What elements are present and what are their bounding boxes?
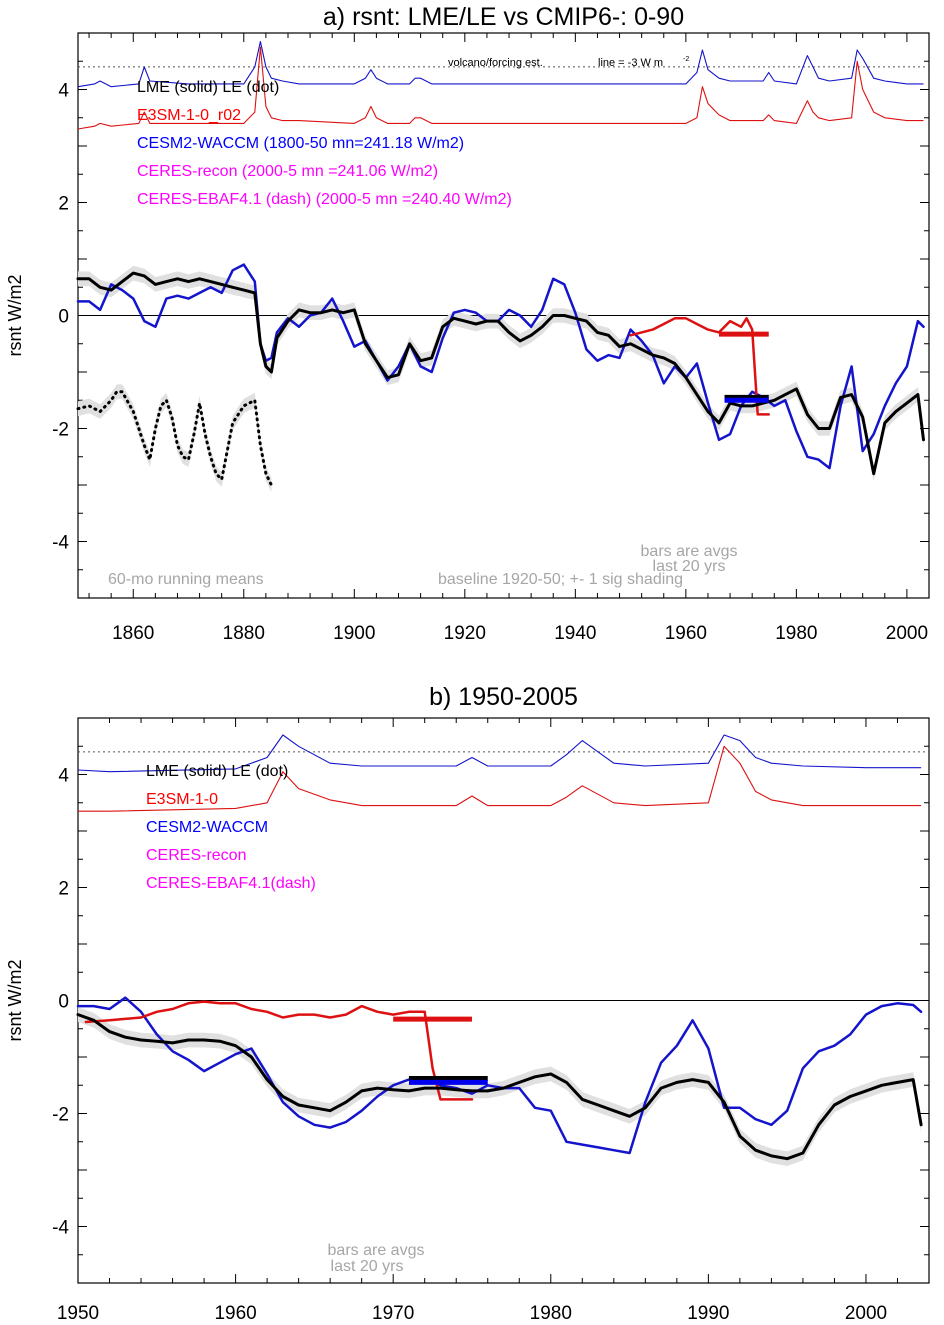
- x-tick-label: 1900: [333, 623, 375, 644]
- y-tick-label: -2: [52, 420, 69, 441]
- series-line-le-a: [76, 390, 273, 487]
- bars-note-1: bars are avgs: [328, 1242, 425, 1259]
- legend-entry-a-4: CERES-EBAF4.1 (dash) (2000-5 mn =240.40 …: [137, 191, 512, 208]
- bars-note-1: bars are avgs: [641, 543, 738, 560]
- legend-entry-b-2: CESM2-WACCM: [146, 819, 268, 836]
- legend-entry-b-1: E3SM-1-0: [146, 791, 218, 808]
- legend-entry-b-4: CERES-EBAF4.1(dash): [146, 875, 316, 892]
- y-tick-label: -2: [52, 1105, 69, 1126]
- x-tick-label: 1920: [444, 623, 486, 644]
- baseline-note: baseline 1920-50; +- 1 sig shading: [438, 571, 683, 588]
- x-tick-label: 1950: [57, 1303, 99, 1324]
- series-line-e3sm-1-0-b: [84, 1000, 474, 1101]
- legend-entry-a-1: E3SM-1-0_r02: [137, 107, 241, 124]
- y-tick-label: 0: [58, 992, 69, 1013]
- chart-title-a: a) rsnt: LME/LE vs CMIP6-: 0-90: [323, 3, 684, 31]
- y-axis-label-a: rsnt W/m2: [5, 274, 25, 356]
- x-tick-label: 1980: [775, 623, 817, 644]
- y-tick-label: -4: [52, 1218, 69, 1239]
- x-tick-label: 1990: [687, 1303, 729, 1324]
- x-tick-label: 1880: [223, 623, 265, 644]
- y-tick-label: -4: [52, 533, 69, 554]
- series-line-lme-b: [76, 1013, 923, 1161]
- y-tick-label: 4: [58, 81, 69, 102]
- line-scale-label: line = -3 W m: [598, 57, 663, 69]
- panel-a: a) rsnt: LME/LE vs CMIP6-: 0-90 rsnt W/m2…: [5, 3, 930, 644]
- chart-title-b: b) 1950-2005: [429, 683, 578, 711]
- x-tick-label: 1960: [214, 1303, 256, 1324]
- legend-entry-a-2: CESM2-WACCM (1800-50 mn=241.18 W/m2): [137, 135, 464, 152]
- running-mean-note: 60-mo running means: [108, 571, 264, 588]
- forcing-line-b-1: [78, 745, 922, 812]
- x-tick-label: 1970: [372, 1303, 414, 1324]
- panel-b: b) 1950-2005 rsnt W/m2 -4 -2 0 2 4 1950 1960 1970…: [5, 683, 930, 1324]
- y-tick-label: 2: [58, 879, 69, 900]
- legend-entry-a-3: CERES-recon (2000-5 mn =241.06 W/m2): [137, 163, 438, 180]
- legend-entry-a-0: LME (solid) LE (dot): [137, 79, 279, 96]
- x-tick-label: 1960: [665, 623, 707, 644]
- legend-entry-b-3: CERES-recon: [146, 847, 246, 864]
- x-tick-label: 1940: [554, 623, 596, 644]
- x-tick-label: 1980: [530, 1303, 572, 1324]
- y-tick-label: 0: [58, 307, 69, 328]
- line-scale-superscript: -2: [683, 56, 689, 63]
- forcing-line-b-0: [77, 734, 922, 773]
- series-line-e3sm-1-0-r02-a: [629, 317, 770, 416]
- series-line-lme-a: [76, 271, 925, 476]
- bars-note-2: last 20 yrs: [653, 558, 726, 575]
- bars-note-2: last 20 yrs: [331, 1258, 404, 1275]
- y-tick-label: 4: [58, 766, 69, 787]
- forcing-line-a-1: [77, 46, 924, 130]
- forcing-label: volcano/forcing est.: [448, 57, 543, 69]
- forcing-line-a-0: [77, 40, 924, 88]
- y-tick-label: 2: [58, 194, 69, 215]
- y-axis-label-b: rsnt W/m2: [5, 959, 25, 1041]
- x-tick-label: 2000: [845, 1303, 887, 1324]
- x-tick-label: 1860: [112, 623, 154, 644]
- x-tick-label: 2000: [886, 623, 928, 644]
- legend-entry-b-0: LME (solid) LE (dot): [146, 763, 288, 780]
